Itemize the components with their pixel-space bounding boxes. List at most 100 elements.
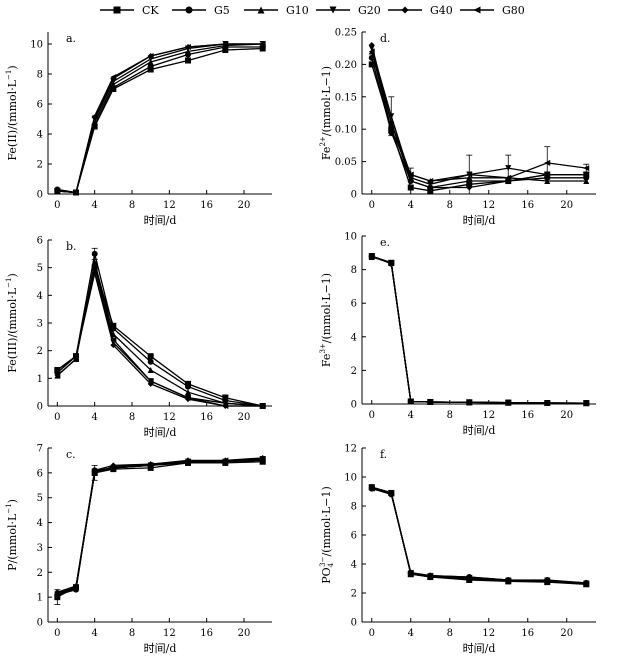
- y-axis-label-end: /(mmol·L−1): [320, 486, 333, 556]
- data-point: [427, 572, 434, 579]
- series-line: [371, 487, 587, 585]
- x-axis-label: 时间/d: [463, 214, 496, 227]
- data-point: [110, 74, 117, 80]
- data-point: [185, 389, 191, 396]
- data-point: [185, 44, 191, 50]
- data-point: [222, 41, 229, 47]
- panel-e: 0 4 8 12 16 20 0 2 4 6 8 10 e. 时间/d Fe3+/(mmol·L−1): [319, 232, 596, 437]
- series-line: [371, 486, 587, 585]
- data-point: [91, 250, 98, 257]
- x-tick-label: 0: [54, 200, 60, 211]
- data-point: [368, 485, 375, 492]
- data-point: [368, 41, 375, 48]
- y-tick-label: 0: [351, 618, 357, 629]
- series-line: [371, 255, 587, 404]
- data-point: [583, 174, 590, 181]
- x-tick-label: 4: [408, 410, 414, 421]
- series-g5: [368, 54, 590, 191]
- y-axis-label-end: /(mmol·L−1): [320, 66, 333, 136]
- x-tick-label: 16: [200, 628, 213, 639]
- series-ck: [368, 253, 590, 407]
- x-tick-label: 12: [163, 412, 176, 423]
- series-line: [57, 47, 263, 194]
- series-g80: [368, 48, 590, 185]
- x-axis-label: 时间/d: [463, 424, 496, 437]
- y-tick-label: 0: [37, 190, 43, 201]
- x-tick-label: 0: [369, 410, 375, 421]
- y-tick-label: 6: [37, 468, 43, 479]
- x-tick-label: 8: [447, 200, 453, 211]
- legend-entry-g10: G10: [244, 4, 309, 17]
- series-line: [371, 255, 587, 404]
- series-g5: [368, 253, 590, 407]
- x-tick-label: 16: [521, 410, 534, 421]
- data-point: [544, 178, 551, 185]
- data-point: [368, 45, 375, 52]
- y-tick-label: 6: [37, 236, 43, 247]
- x-axis-label: 时间/d: [144, 214, 177, 227]
- x-tick-label: 12: [163, 200, 176, 211]
- legend-entry-ck: CK: [100, 4, 159, 17]
- x-tick-label: 12: [482, 200, 495, 211]
- series-ck: [368, 61, 590, 194]
- data-point: [110, 342, 117, 349]
- legend-entry-g40: G40: [388, 4, 453, 17]
- y-tick-label: 8: [37, 70, 43, 81]
- legend-marker: [113, 6, 121, 14]
- panel-label: f.: [380, 448, 387, 461]
- series-line: [371, 48, 587, 185]
- y-tick-label: 5: [37, 263, 43, 274]
- data-point: [466, 574, 473, 581]
- data-point: [544, 171, 551, 178]
- y-tick-label: 0.15: [335, 92, 357, 103]
- x-tick-label: 16: [200, 412, 213, 423]
- y-tick-label: 1: [37, 374, 43, 385]
- legend-marker: [257, 6, 265, 14]
- y-axis-label-end: ): [6, 65, 19, 69]
- x-tick-label: 20: [238, 628, 251, 639]
- x-tick-label: 20: [560, 628, 573, 639]
- y-tick-label: 10: [30, 40, 43, 51]
- panel-d: 0 4 8 12 16 20 0 0.05 0.10 0.15 0.20 0.25 d. 时间/d Fe2+…: [319, 28, 596, 227]
- series-g80: [54, 261, 266, 409]
- y-tick-label: 6: [37, 100, 43, 111]
- series-ck: [54, 45, 266, 196]
- series-line: [371, 64, 587, 192]
- legend-label: G10: [286, 4, 309, 17]
- series-g80: [54, 456, 266, 598]
- series-line: [56, 261, 263, 407]
- data-point: [259, 41, 266, 47]
- series-line: [371, 255, 587, 404]
- legend-entry-g80: G80: [460, 4, 525, 17]
- y-tick-label: 4: [37, 291, 43, 302]
- series-line: [56, 461, 263, 598]
- y-tick-label: 3: [37, 543, 43, 554]
- y-tick-label: 2: [37, 568, 43, 579]
- legend-marker: [185, 6, 193, 14]
- series-line: [57, 43, 263, 194]
- y-tick-label: 0: [37, 618, 43, 629]
- data-point: [407, 569, 414, 576]
- series-line: [57, 43, 263, 194]
- data-point: [185, 458, 191, 465]
- y-axis-label-sup: 3+: [319, 343, 327, 353]
- data-point: [583, 171, 590, 178]
- x-tick-label: 20: [560, 410, 573, 421]
- y-tick-label: 0.05: [335, 157, 357, 168]
- panel-label: b.: [66, 240, 77, 253]
- x-tick-label: 8: [129, 200, 135, 211]
- series-line: [57, 458, 263, 595]
- data-point: [222, 403, 229, 409]
- y-axis-label: PO43−/(mmol·L−1): [319, 486, 335, 584]
- data-point: [185, 57, 191, 64]
- x-tick-label: 0: [54, 412, 60, 423]
- y-axis-label-main: Fe(III)/(mmol·L: [6, 287, 19, 373]
- legend-entry-g20: G20: [316, 4, 381, 17]
- y-tick-label: 0: [37, 402, 43, 413]
- data-point: [427, 178, 434, 185]
- y-tick-label: 8: [351, 265, 357, 276]
- legend-marker: [473, 6, 481, 14]
- x-tick-label: 8: [129, 628, 135, 639]
- data-point: [466, 399, 473, 406]
